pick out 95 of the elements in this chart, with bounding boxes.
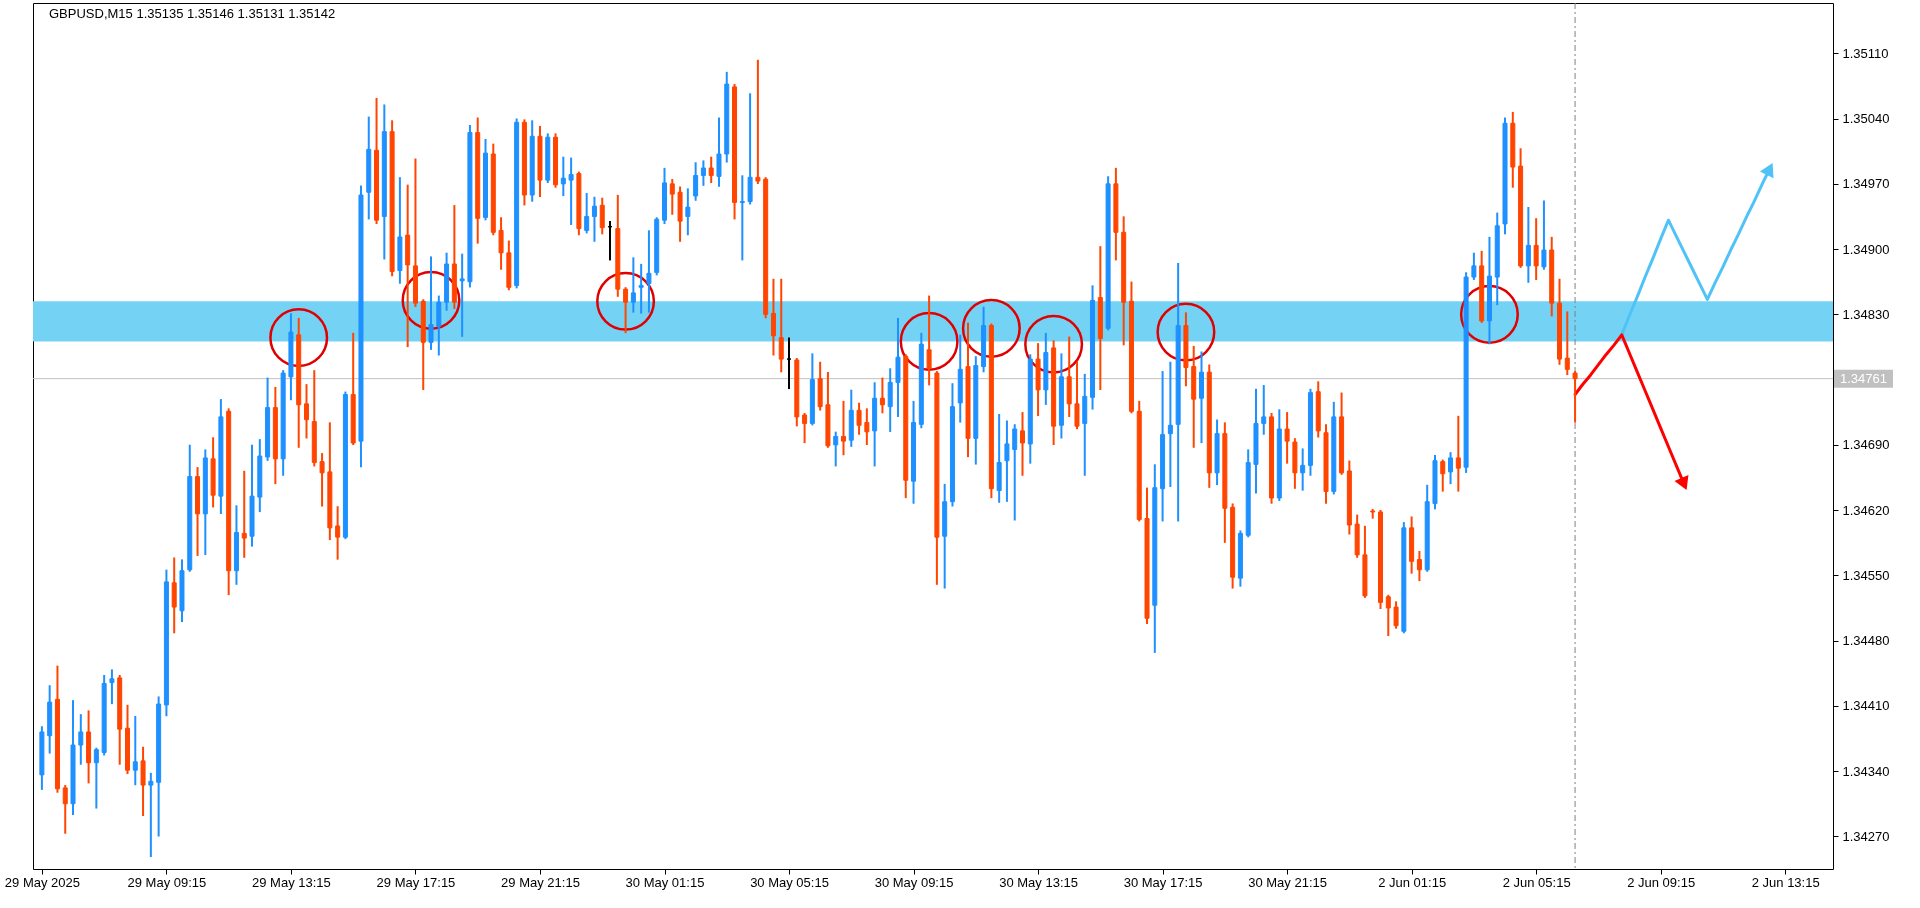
candlestick — [856, 402, 862, 435]
candlestick — [1525, 207, 1531, 283]
candlestick — [459, 253, 465, 337]
candlestick — [1300, 448, 1306, 491]
candlestick — [132, 715, 138, 786]
candlestick — [864, 408, 870, 445]
y-tick-label: 1.34620 — [1842, 502, 1890, 518]
candlestick — [1385, 594, 1391, 637]
x-tick-label: 30 May 05:15 — [750, 874, 829, 890]
candlestick — [1471, 252, 1477, 280]
candlestick — [1541, 200, 1547, 270]
point — [269, 308, 329, 368]
candlestick — [770, 278, 776, 356]
candlestick — [646, 230, 652, 313]
ref-line-label: 1.34761 — [1840, 370, 1887, 386]
candlestick — [1074, 361, 1080, 430]
x-tick-label: 29 May 2025 — [4, 874, 80, 890]
y-tick-label: 1.34830 — [1842, 306, 1890, 322]
candlestick — [1370, 509, 1376, 519]
candlestick — [1440, 459, 1446, 492]
y-tick-label: 1.34690 — [1842, 437, 1890, 453]
candlestick — [802, 413, 808, 444]
candlestick — [786, 337, 792, 390]
x-tick-label: 29 May 17:15 — [376, 874, 456, 890]
candlestick — [1284, 412, 1290, 464]
y-tick-label: 1.34480 — [1842, 633, 1890, 649]
y-tick-label: 1.34550 — [1842, 567, 1890, 583]
candlestick — [1020, 412, 1025, 476]
candlestick — [1416, 550, 1422, 582]
candlestick — [630, 257, 636, 313]
candlestick — [693, 162, 699, 201]
candlestick — [62, 784, 68, 834]
candlestick — [78, 714, 84, 765]
y-tick-label: 1.35110 — [1842, 45, 1889, 61]
candlestick — [755, 59, 761, 184]
candlestick — [841, 400, 846, 456]
candlestick — [879, 377, 885, 414]
x-tick-label: 30 May 01:15 — [625, 874, 705, 890]
y-tick-label: 1.34970 — [1842, 176, 1890, 192]
x-tick-label: 29 May 09:15 — [127, 874, 207, 890]
candlestick — [599, 197, 605, 235]
x-tick-label: 2 Jun 01:15 — [1378, 874, 1447, 890]
candlestick — [1004, 420, 1010, 502]
candlestick — [700, 160, 706, 186]
y-tick-label: 1.34340 — [1842, 763, 1890, 779]
candlestick — [148, 772, 154, 858]
candlestick — [1167, 361, 1173, 487]
candlestick — [669, 179, 675, 215]
candlestick — [708, 156, 714, 184]
chart-title: GBPUSD,M15 1.35135 1.35146 1.35131 1.35142 — [49, 6, 336, 21]
point — [899, 311, 959, 371]
x-tick-label: 2 Jun 13:15 — [1751, 874, 1820, 890]
candlestick — [1448, 452, 1454, 485]
point — [596, 271, 656, 331]
candlestick — [623, 287, 629, 334]
x-tick-label: 30 May 17:15 — [1123, 874, 1203, 890]
point — [961, 298, 1021, 358]
candlestick — [778, 278, 784, 373]
candlestick — [241, 470, 247, 558]
x-tick-label: 30 May 13:15 — [999, 874, 1078, 890]
candlestick — [319, 453, 325, 507]
y-tick-label: 1.34410 — [1842, 698, 1890, 714]
candlestick — [335, 506, 341, 560]
candlestick — [739, 175, 745, 261]
x-tick-label: 30 May 09:15 — [874, 874, 954, 890]
candlestick — [591, 196, 597, 242]
candlestick — [926, 295, 932, 386]
candlestick — [109, 669, 115, 705]
candlestick — [560, 156, 566, 197]
y-tick-label: 1.35040 — [1842, 111, 1890, 127]
point — [1156, 302, 1216, 362]
x-tick-label: 2 Jun 05:15 — [1502, 874, 1571, 890]
candlestick — [1455, 415, 1461, 492]
candlestick — [685, 188, 691, 236]
candlestick — [93, 747, 99, 809]
candlestick — [1572, 371, 1578, 423]
candlestick — [833, 431, 839, 467]
candlestick — [1564, 311, 1570, 376]
candlestick — [716, 117, 722, 187]
y-tick-label: 1.34900 — [1842, 241, 1890, 257]
candlestick — [638, 263, 644, 314]
candlestick — [1261, 385, 1267, 435]
candlestick — [584, 193, 590, 234]
candlestick — [498, 217, 504, 270]
x-tick-label: 30 May 21:15 — [1248, 874, 1327, 890]
candlestick — [1012, 424, 1018, 521]
x-tick-label: 29 May 21:15 — [501, 874, 580, 890]
candlestick — [304, 384, 309, 439]
y-tick-label: 1.34270 — [1842, 828, 1890, 844]
candlestick — [568, 157, 574, 225]
x-tick-label: 29 May 13:15 — [252, 874, 331, 890]
candlestick — [428, 256, 434, 350]
candlestick — [1533, 218, 1539, 280]
x-tick-label: 2 Jun 09:15 — [1627, 874, 1696, 890]
candlestick — [1393, 601, 1399, 629]
